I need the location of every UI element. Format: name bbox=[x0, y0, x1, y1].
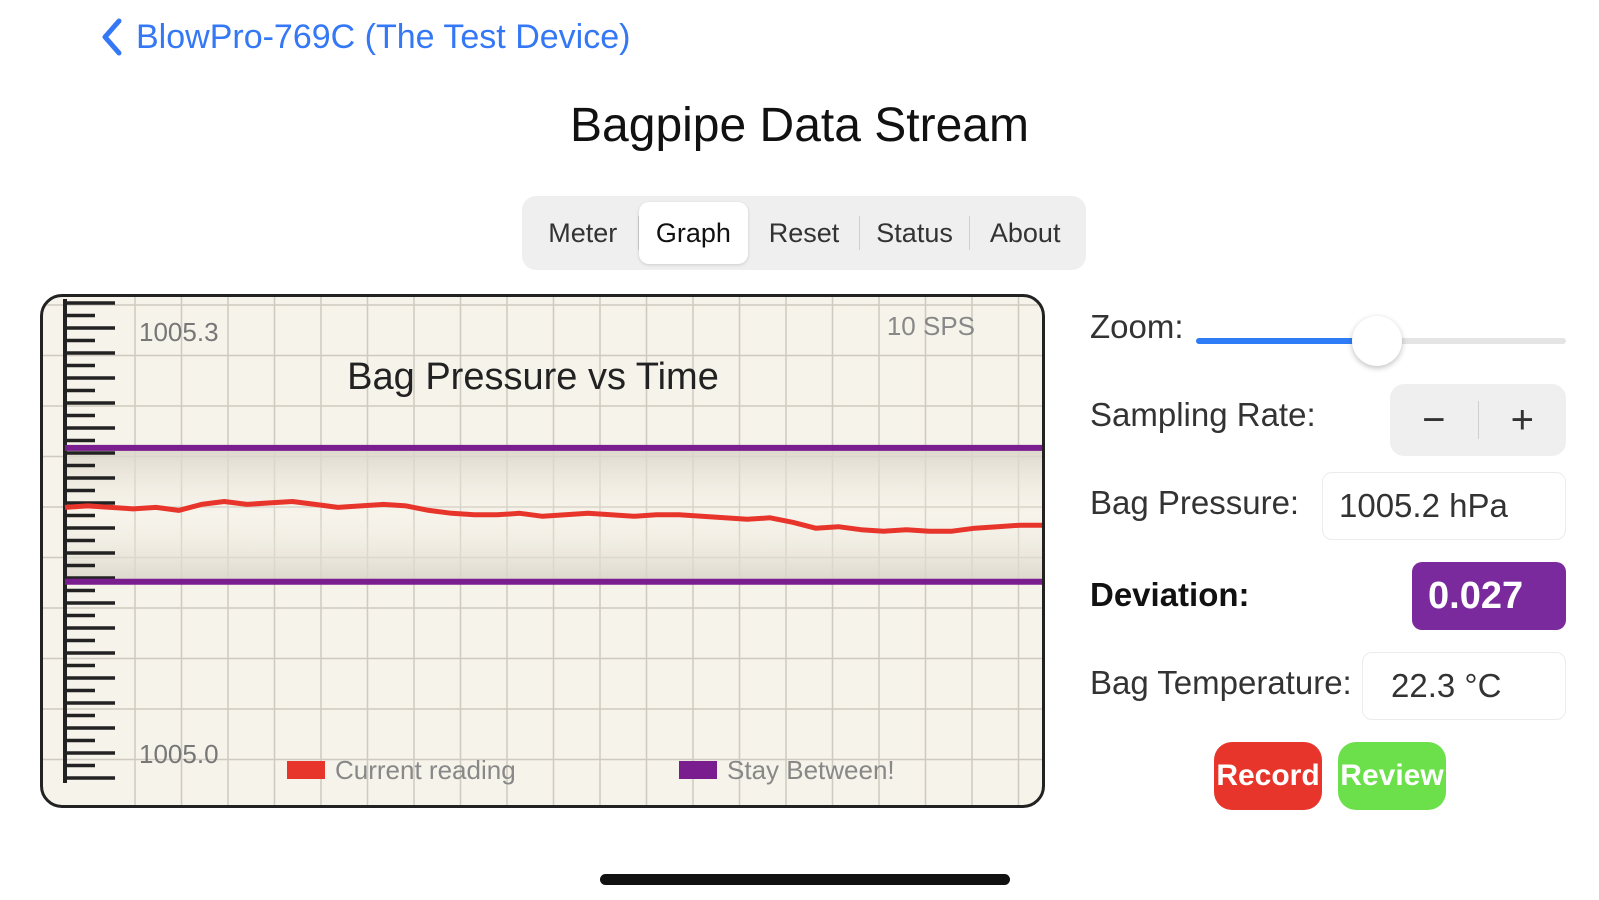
tab-about[interactable]: About bbox=[989, 217, 1061, 248]
deviation-label: Deviation: bbox=[1090, 576, 1250, 613]
legend-swatch-current bbox=[287, 761, 325, 779]
review-button[interactable]: Review bbox=[1338, 742, 1446, 810]
bag-temperature-field: 22.3 °C bbox=[1362, 652, 1566, 720]
back-button[interactable]: BlowPro-769C (The Test Device) bbox=[100, 14, 630, 60]
sampling-rate-label: Sampling Rate: bbox=[1090, 396, 1316, 433]
sps-label: 10 SPS bbox=[887, 311, 975, 341]
legend-swatch-band bbox=[679, 761, 717, 779]
tab-meter[interactable]: Meter bbox=[548, 217, 618, 248]
chart-title: Bag Pressure vs Time bbox=[347, 356, 719, 398]
bag-temperature-label: Bag Temperature: bbox=[1090, 664, 1352, 701]
y-min-label: 1005.0 bbox=[139, 739, 219, 769]
increment-button[interactable]: + bbox=[1510, 397, 1534, 442]
y-max-label: 1005.3 bbox=[139, 317, 219, 347]
tab-divider bbox=[858, 216, 860, 250]
view-segmented-control: Meter Graph Reset Status About bbox=[522, 196, 1086, 270]
bag-pressure-label: Bag Pressure: bbox=[1090, 484, 1300, 521]
deviation-value: 0.027 bbox=[1412, 562, 1566, 630]
bag-pressure-field: 1005.2 hPa bbox=[1322, 472, 1566, 540]
chart-canvas: 1005.3 1005.0 10 SPS Bag Pressure vs Tim… bbox=[43, 297, 1042, 805]
sampling-rate-stepper: − + bbox=[1390, 384, 1566, 456]
zoom-slider[interactable] bbox=[1196, 316, 1566, 366]
zoom-knob[interactable] bbox=[1352, 316, 1403, 366]
zoom-label: Zoom: bbox=[1090, 308, 1184, 345]
pressure-chart: 1005.3 1005.0 10 SPS Bag Pressure vs Tim… bbox=[40, 294, 1045, 808]
page-title: Bagpipe Data Stream bbox=[570, 99, 1029, 152]
chevron-left-icon bbox=[102, 18, 122, 56]
decrement-button[interactable]: − bbox=[1422, 397, 1446, 442]
tab-graph[interactable]: Graph bbox=[638, 202, 749, 264]
tab-divider bbox=[637, 216, 639, 250]
stepper-divider bbox=[1477, 401, 1479, 439]
legend-stay-between: Stay Between! bbox=[727, 755, 895, 785]
tab-divider bbox=[969, 216, 971, 250]
series-current-reading bbox=[64, 499, 1042, 534]
y-axis-ruler bbox=[63, 299, 115, 783]
tab-reset[interactable]: Reset bbox=[768, 217, 840, 248]
tab-status[interactable]: Status bbox=[876, 217, 953, 248]
legend-current-reading: Current reading bbox=[335, 755, 516, 785]
home-indicator bbox=[600, 874, 1010, 885]
zoom-fill bbox=[1196, 338, 1378, 344]
record-button[interactable]: Record bbox=[1214, 742, 1322, 810]
back-label: BlowPro-769C (The Test Device) bbox=[136, 17, 631, 56]
